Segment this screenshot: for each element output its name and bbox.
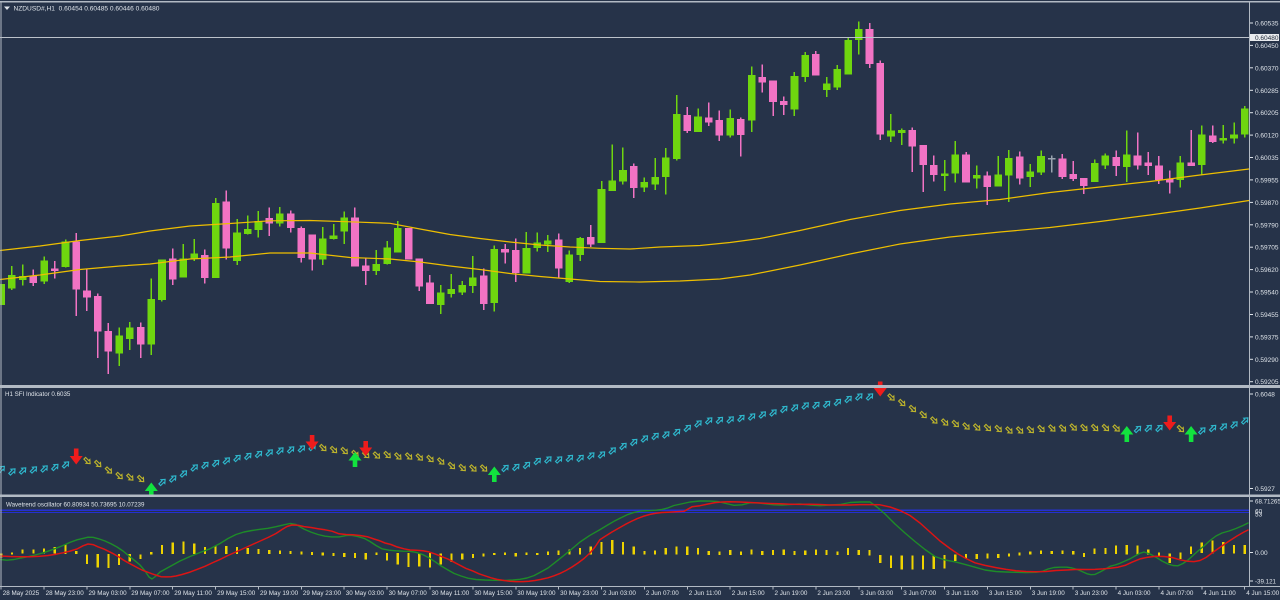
- svg-text:30 May 15:00: 30 May 15:00: [474, 590, 513, 597]
- svg-text:2 Jun 07:00: 2 Jun 07:00: [646, 590, 679, 597]
- svg-text:29 May 03:00: 29 May 03:00: [89, 590, 128, 597]
- svg-text:68.71265: 68.71265: [1255, 499, 1280, 506]
- svg-text:0.5927: 0.5927: [1255, 486, 1275, 493]
- svg-text:29 May 19:00: 29 May 19:00: [260, 590, 299, 597]
- svg-text:4 Jun 11:00: 4 Jun 11:00: [1203, 590, 1236, 597]
- svg-text:29 May 11:00: 29 May 11:00: [174, 590, 212, 597]
- svg-text:29 May 15:00: 29 May 15:00: [217, 590, 256, 597]
- svg-text:0.60285: 0.60285: [1255, 88, 1279, 95]
- svg-text:H1 SFI Indicator 0.6035: H1 SFI Indicator 0.6035: [5, 391, 71, 398]
- svg-text:3 Jun 15:00: 3 Jun 15:00: [989, 590, 1022, 597]
- svg-text:0.60535: 0.60535: [1255, 21, 1279, 28]
- svg-text:4 Jun 07:00: 4 Jun 07:00: [1161, 590, 1194, 597]
- svg-text:2 Jun 15:00: 2 Jun 15:00: [732, 590, 765, 597]
- svg-text:Wavetrend oscillator 60.80934: Wavetrend oscillator 60.80934 50.73695 1…: [6, 502, 145, 509]
- svg-text:0.60480: 0.60480: [1255, 35, 1279, 42]
- svg-text:0.59790: 0.59790: [1255, 222, 1279, 229]
- svg-text:28 May 2025: 28 May 2025: [3, 590, 40, 597]
- svg-text:0.60035: 0.60035: [1255, 155, 1279, 162]
- svg-text:29 May 23:00: 29 May 23:00: [303, 590, 342, 597]
- svg-text:0.59540: 0.59540: [1255, 290, 1279, 297]
- svg-text:30 May 03:00: 30 May 03:00: [346, 590, 385, 597]
- svg-text:3 Jun 03:00: 3 Jun 03:00: [860, 590, 893, 597]
- svg-text:30 May 07:00: 30 May 07:00: [389, 590, 428, 597]
- svg-text:30 May 19:00: 30 May 19:00: [517, 590, 556, 597]
- svg-text:0.59455: 0.59455: [1255, 312, 1279, 319]
- svg-text:30 May 23:00: 30 May 23:00: [560, 590, 599, 597]
- svg-text:53: 53: [1255, 512, 1263, 519]
- svg-text:0.60120: 0.60120: [1255, 133, 1279, 140]
- svg-text:30 May 11:00: 30 May 11:00: [432, 590, 470, 597]
- svg-text:3 Jun 07:00: 3 Jun 07:00: [903, 590, 936, 597]
- svg-text:0.60370: 0.60370: [1255, 65, 1279, 72]
- svg-text:2 Jun 11:00: 2 Jun 11:00: [689, 590, 722, 597]
- svg-text:29 May 07:00: 29 May 07:00: [131, 590, 170, 597]
- svg-text:2 Jun 23:00: 2 Jun 23:00: [817, 590, 850, 597]
- svg-text:2 Jun 03:00: 2 Jun 03:00: [603, 590, 636, 597]
- svg-text:0.6048: 0.6048: [1255, 392, 1275, 399]
- svg-text:0.60205: 0.60205: [1255, 110, 1279, 117]
- svg-text:-39.121: -39.121: [1255, 579, 1277, 586]
- svg-text:3 Jun 11:00: 3 Jun 11:00: [946, 590, 979, 597]
- svg-text:0.59375: 0.59375: [1255, 334, 1279, 341]
- svg-text:4 Jun 03:00: 4 Jun 03:00: [1118, 590, 1151, 597]
- svg-text:28 May 23:00: 28 May 23:00: [46, 590, 85, 597]
- svg-text:0.59620: 0.59620: [1255, 267, 1279, 274]
- svg-text:3 Jun 19:00: 3 Jun 19:00: [1032, 590, 1065, 597]
- svg-text:0.59290: 0.59290: [1255, 357, 1279, 364]
- svg-text:0.59205: 0.59205: [1255, 379, 1279, 386]
- svg-text:3 Jun 23:00: 3 Jun 23:00: [1075, 590, 1108, 597]
- svg-text:60: 60: [1255, 509, 1263, 516]
- svg-text:0.59870: 0.59870: [1255, 200, 1279, 207]
- svg-text:4 Jun 15:00: 4 Jun 15:00: [1246, 590, 1279, 597]
- svg-text:0.59955: 0.59955: [1255, 177, 1279, 184]
- svg-text:0.59705: 0.59705: [1255, 245, 1279, 252]
- svg-text:0.00: 0.00: [1255, 550, 1268, 557]
- svg-text:2 Jun 19:00: 2 Jun 19:00: [775, 590, 808, 597]
- svg-text:0.60450: 0.60450: [1255, 43, 1279, 50]
- svg-text:NZDUSD#,H1 0.60454 0.60485 0.: NZDUSD#,H1 0.60454 0.60485 0.60446 0.604…: [14, 6, 160, 13]
